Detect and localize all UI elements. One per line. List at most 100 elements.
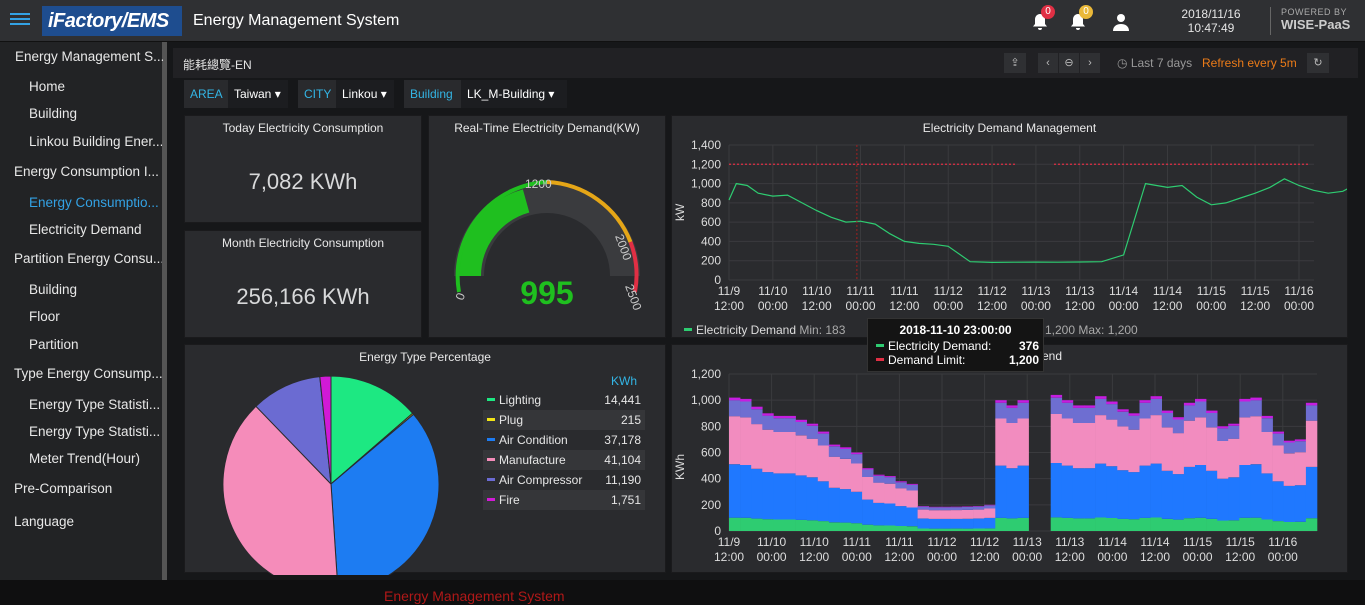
bar-segment (1017, 402, 1029, 419)
dashboard-title[interactable]: 能耗總覽-EN (183, 58, 252, 72)
bar-segment (1139, 418, 1151, 466)
pie-legend-row[interactable]: Manufacture 41,104 (483, 450, 645, 470)
sidebar-item[interactable]: Pre-Comparison (14, 481, 113, 496)
bar-segment (917, 528, 929, 531)
sidebar-scrollbar[interactable] (162, 42, 167, 580)
bell-icon[interactable]: 0 (1068, 5, 1093, 32)
bar-segment (1117, 409, 1129, 412)
stacked-bar-chart[interactable]: 02004006008001,0001,20011/912:0011/1000:… (672, 345, 1347, 572)
sidebar-item[interactable]: Meter Trend(Hour) (29, 451, 141, 466)
sidebar-item[interactable]: Partition Energy Consu... (14, 251, 162, 266)
bar-segment (928, 510, 941, 519)
bar-segment (1305, 518, 1318, 531)
sidebar-item[interactable]: Energy Consumptio... (29, 195, 159, 210)
legend-value: 14,441 (604, 393, 641, 407)
panel-title: Month Electricity Consumption (221, 236, 385, 250)
powered-by: POWERED BY WISE-PaaS (1270, 7, 1350, 35)
bar-segment (1128, 472, 1140, 520)
sidebar-item[interactable]: Building (29, 106, 78, 121)
bar-segment (762, 429, 774, 473)
bar-segment (1217, 478, 1229, 521)
pie-legend-row[interactable]: Plug 215 (483, 410, 645, 430)
x-tick-label: 12:00 (714, 550, 744, 564)
bar-segment (1195, 464, 1207, 518)
pie-slice (330, 375, 414, 486)
area-select[interactable]: Taiwan ▾ (228, 80, 288, 108)
sidebar-item[interactable]: Linkou Building Ener... (29, 134, 162, 149)
sidebar-item[interactable]: Electricity Demand (29, 222, 142, 237)
sidebar-item[interactable]: Language (14, 514, 75, 529)
sidebar-item[interactable]: Energy Type Statisti... (29, 397, 161, 412)
city-select[interactable]: Linkou ▾ (336, 80, 394, 108)
bar-segment (962, 510, 974, 519)
hamburger-menu-icon[interactable] (10, 10, 30, 30)
bar-segment (984, 508, 996, 518)
share-icon[interactable]: ⇪ (1004, 53, 1026, 73)
bar-segment (962, 507, 974, 510)
bar-segment (817, 431, 830, 434)
bar-segment (1183, 420, 1196, 467)
bar-segment (1228, 425, 1240, 439)
demand-line-chart[interactable]: 02004006008001,0001,2001,40011/912:0011/… (672, 116, 1347, 337)
bar-segment (1195, 517, 1207, 531)
sidebar-item[interactable]: Energy Management S... (15, 49, 163, 64)
energy-type-pie[interactable] (205, 365, 455, 575)
x-tick-label: 00:00 (846, 299, 876, 313)
refresh-icon[interactable]: ↻ (1307, 53, 1329, 73)
sidebar-item[interactable]: Floor (29, 309, 60, 324)
bar-segment (939, 528, 952, 531)
sidebar-item[interactable]: Home (29, 79, 66, 94)
bar-segment (751, 424, 763, 469)
time-range-picker[interactable]: ◷ Last 7 days (1117, 56, 1193, 70)
bar-segment (1095, 517, 1107, 531)
refresh-interval[interactable]: Refresh every 5m (1202, 56, 1297, 70)
bar-segment (862, 477, 874, 500)
sidebar-item[interactable]: Type Energy Consump... (14, 366, 162, 381)
tooltip-label: Demand Limit: (888, 353, 966, 367)
bar-segment (729, 517, 741, 531)
x-tick-label: 12:00 (799, 550, 829, 564)
pie-legend-row[interactable]: Lighting 14,441 (483, 390, 645, 410)
chevron-left-icon[interactable]: ‹ (1038, 53, 1058, 73)
bar-segment (729, 400, 741, 417)
footer-text: Energy Management System (384, 588, 565, 604)
bar-segment (839, 489, 852, 523)
sidebar-item[interactable]: Building (29, 282, 78, 297)
bar-segment (729, 397, 741, 401)
bell-icon[interactable]: 0 (1030, 5, 1055, 32)
bar-segment (984, 517, 996, 529)
x-tick-label: 11/15 (1183, 535, 1212, 549)
sidebar-item[interactable]: Partition (29, 337, 79, 352)
bar-segment (851, 523, 863, 531)
bar-segment (895, 488, 907, 507)
bar-segment (1294, 485, 1307, 522)
area-value: Taiwan (234, 87, 272, 101)
city-label: CITY (298, 80, 336, 108)
legend-swatch (487, 397, 495, 401)
bar-segment (1283, 453, 1296, 486)
y-tick-label: 1,200 (691, 157, 721, 171)
x-tick-label: 11/15 (1226, 535, 1255, 549)
bar-segment (1084, 468, 1096, 519)
building-select[interactable]: LK_M-Building ▾ (461, 80, 567, 108)
legend-value: 1,751 (610, 493, 641, 507)
sidebar-item[interactable]: Energy Consumption I... (14, 164, 159, 179)
bar-segment (1061, 465, 1074, 518)
bar-segment (1139, 465, 1151, 518)
user-icon[interactable] (1111, 12, 1131, 32)
zoom-out-icon[interactable]: ⊖ (1059, 53, 1079, 73)
chevron-right-icon[interactable]: › (1080, 53, 1100, 73)
bar-segment (1206, 413, 1218, 428)
stacked-consumption-panel: end 0 200 400 600 800 1,000 1,200 11/9 12:00 11/1… (671, 344, 1348, 573)
pie-legend-row[interactable]: Fire 1,751 (483, 490, 645, 510)
bar-segment (773, 519, 785, 531)
bar-segment (828, 446, 841, 457)
bar-segment (1261, 432, 1273, 474)
legend-value: 215 (620, 413, 641, 427)
pie-legend-row[interactable]: Air Condition 37,178 (483, 430, 645, 450)
bar-segment (1095, 398, 1107, 416)
bar-segment (1106, 419, 1118, 467)
sidebar-item[interactable]: Energy Type Statisti... (29, 424, 161, 439)
pie-legend-row[interactable]: Air Compressor 11,190 (483, 470, 645, 490)
x-tick-label: 11/11 (843, 535, 872, 549)
